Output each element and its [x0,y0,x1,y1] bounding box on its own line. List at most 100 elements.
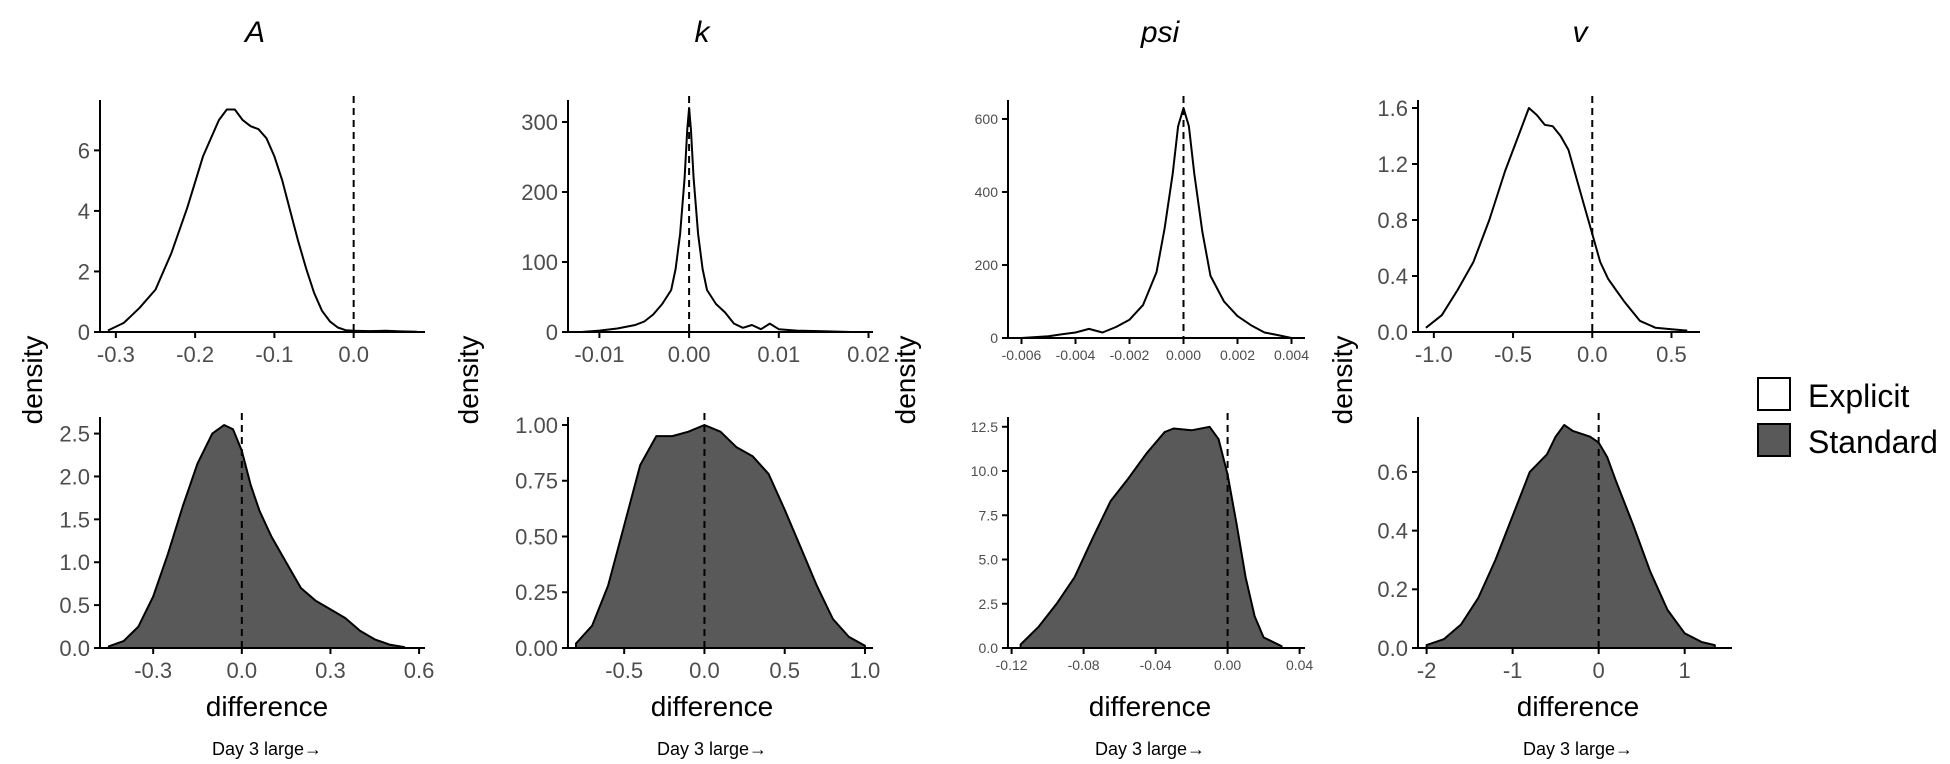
y-tick-label-k-standard: 0.50 [515,524,558,549]
day-note-v: Day 3 large→ [1523,739,1633,759]
y-tick-label-A-standard: 2.0 [59,464,90,489]
panel-psi-explicit: -0.006 -0.004 -0.002 0.000 0.002 0.004 0 200 400… [975,96,1309,363]
x-tick-label-k-explicit: 0.01 [757,342,800,367]
y-tick-label-k-explicit: 300 [521,110,558,135]
y-axis-title-k: density [453,336,484,425]
x-tick-label-v-standard: -1 [1503,658,1523,683]
x-tick-label-v-explicit: -0.5 [1494,342,1532,367]
x-tick-label-A-standard: 0.6 [404,658,435,683]
y-tick-label-v-explicit: 0.0 [1377,320,1408,345]
x-tick-label-A-explicit: -0.2 [176,342,214,367]
y-tick-label-psi-standard: 7.5 [979,507,999,523]
y-tick-label-A-standard: 1.5 [59,507,90,532]
x-tick-label-k-standard: 1.0 [850,658,881,683]
x-tick-label-k-explicit: 0.02 [847,342,890,367]
y-tick-label-k-explicit: 100 [521,250,558,275]
x-tick-label-k-standard: 0.0 [689,658,720,683]
y-tick-label-k-explicit: 200 [521,180,558,205]
density-curve-v-explicit [1425,107,1688,332]
x-tick-label-psi-explicit: -0.006 [1002,347,1042,363]
y-tick-label-psi-explicit: 400 [975,184,999,200]
column-title-psi: psi [1140,16,1181,49]
y-axis-title-psi: density [890,336,921,425]
legend-swatch-explicit [1757,377,1791,411]
column-title-v: v [1573,16,1590,49]
y-tick-label-psi-standard: 12.5 [971,419,998,435]
x-axis-title-psi: difference [1089,691,1211,722]
x-tick-label-psi-standard: -0.08 [1068,657,1100,673]
x-tick-label-A-standard: 0.3 [315,658,346,683]
x-tick-label-psi-standard: 0.00 [1214,657,1241,673]
day-note-A: Day 3 large→ [212,739,322,759]
y-tick-label-v-standard: 0.2 [1377,577,1408,602]
day-note-psi: Day 3 large→ [1095,739,1205,759]
y-tick-label-v-standard: 0.6 [1377,460,1408,485]
panel-A-standard: -0.3 0.0 0.3 0.6 0.0 0.5 1.0 1.5 2.0 2.5 [59,413,434,683]
panel-A-explicit: -0.3 -0.2 -0.1 0.0 0 2 4 6 [78,96,425,367]
y-tick-label-v-explicit: 0.8 [1377,208,1408,233]
y-tick-label-k-explicit: 0 [546,320,558,345]
y-tick-label-k-standard: 0.00 [515,636,558,661]
x-tick-label-psi-standard: -0.04 [1140,657,1172,673]
y-tick-label-v-standard: 0.0 [1377,636,1408,661]
x-tick-label-k-standard: -0.5 [605,658,643,683]
x-tick-label-k-standard: 0.5 [769,658,800,683]
x-tick-label-v-standard: 1 [1679,658,1691,683]
legend-label-explicit: Explicit [1808,378,1909,414]
x-tick-label-A-explicit: -0.1 [255,342,293,367]
y-axis-title-v: density [1327,336,1358,425]
y-tick-label-k-standard: 0.25 [515,580,558,605]
x-tick-label-A-standard: -0.3 [134,658,172,683]
panel-k-standard: -0.5 0.0 0.5 1.0 0.00 0.25 0.50 0.75 1.00 [515,413,880,683]
y-tick-label-v-explicit: 0.4 [1377,264,1408,289]
legend-label-standard: Standard [1808,424,1938,460]
y-tick-label-A-explicit: 6 [78,138,90,163]
x-tick-label-psi-explicit: 0.000 [1166,347,1201,363]
y-tick-label-psi-explicit: 200 [975,257,999,273]
x-tick-label-v-standard: 0 [1593,658,1605,683]
x-tick-label-A-standard: 0.0 [227,658,258,683]
y-axis-title-A: density [17,336,48,425]
density-area-A-standard [107,424,406,649]
density-area-psi-standard [1019,425,1283,649]
x-tick-label-v-standard: -2 [1417,658,1437,683]
y-tick-label-A-explicit: 4 [78,199,90,224]
day-note-k: Day 3 large→ [657,739,767,759]
y-tick-label-psi-standard: 10.0 [971,463,998,479]
panel-v-explicit: -1.0 -0.5 0.0 0.5 0.0 0.4 0.8 1.2 1.6 [1377,96,1700,367]
density-curve-A-explicit [107,108,418,333]
density-area-v-standard [1425,424,1716,649]
x-tick-label-A-explicit: -0.3 [97,342,135,367]
density-curve-psi-explicit [1021,107,1292,339]
x-tick-label-v-explicit: 0.5 [1656,342,1687,367]
y-tick-label-psi-standard: 5.0 [979,552,999,568]
y-tick-label-v-explicit: 1.2 [1377,152,1408,177]
y-tick-label-A-explicit: 0 [78,320,90,345]
panel-v-standard: -2 -1 0 1 0.0 0.2 0.4 0.6 [1377,413,1732,683]
x-tick-label-psi-standard: 0.04 [1286,657,1313,673]
x-tick-label-v-explicit: -1.0 [1415,342,1453,367]
y-tick-label-A-standard: 0.0 [59,636,90,661]
y-tick-label-k-standard: 1.00 [515,413,558,438]
x-axis-title-k: difference [651,691,773,722]
x-tick-label-psi-standard: -0.12 [996,657,1028,673]
column-title-A: A [243,16,265,49]
x-axis-title-v: difference [1517,691,1639,722]
y-tick-label-v-explicit: 1.6 [1377,96,1408,121]
y-tick-label-psi-explicit: 0 [990,330,998,346]
x-axis-title-A: difference [206,691,328,722]
column-title-k: k [695,16,712,49]
y-tick-label-k-standard: 0.75 [515,469,558,494]
x-tick-label-k-explicit: -0.01 [574,342,624,367]
y-tick-label-psi-standard: 2.5 [979,596,999,612]
y-tick-label-A-standard: 1.0 [59,550,90,575]
legend: Explicit Standard [1757,377,1938,460]
x-tick-label-k-explicit: 0.00 [668,342,711,367]
y-tick-label-A-standard: 0.5 [59,593,90,618]
y-tick-label-A-standard: 2.5 [59,421,90,446]
x-tick-label-psi-explicit: 0.002 [1220,347,1255,363]
panel-k-explicit: -0.01 0.00 0.01 0.02 0 100 200 300 [521,96,890,367]
x-tick-label-psi-explicit: -0.002 [1110,347,1150,363]
